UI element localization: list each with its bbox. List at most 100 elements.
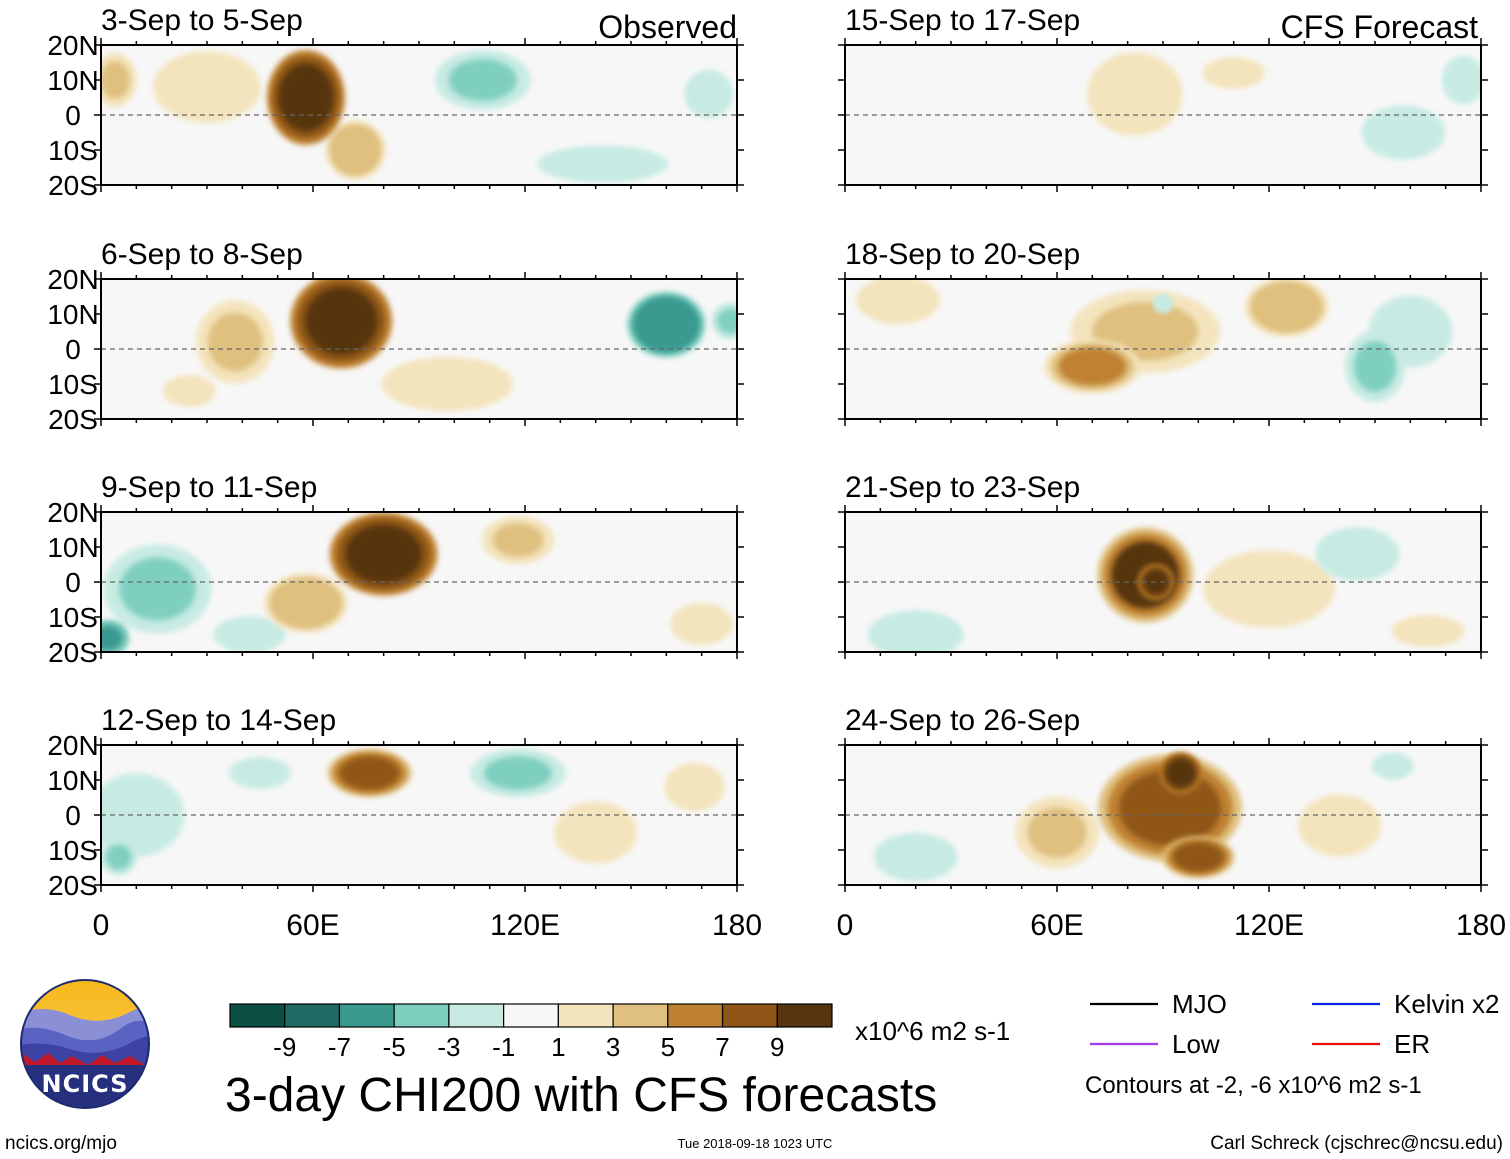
lat-tick-label: 20N (47, 730, 98, 761)
panel-2: 15-Sep to 17-Sep (838, 4, 1488, 192)
colorbar-swatch (284, 1003, 341, 1028)
anomaly-mark (339, 756, 400, 790)
anomaly-mark (1373, 113, 1433, 152)
anomaly-mark (1100, 64, 1169, 124)
anomaly-mark (484, 756, 552, 790)
anomaly-mark (881, 617, 950, 652)
lon-tick-label: 120E (490, 909, 560, 942)
anomaly-mark (1305, 800, 1374, 851)
lat-tick-label: 20N (47, 497, 98, 528)
lat-tick-label: 20N (47, 30, 98, 61)
anomaly-mark (1375, 755, 1410, 777)
colorbar: -9 -7 -5 -3 -1 1 3 5 7 9 (229, 1003, 833, 1062)
lon-tick-label: 180 (1456, 909, 1506, 942)
anomaly-mark (305, 287, 378, 355)
panel-title: 24-Sep to 26-Sep (845, 704, 1080, 737)
anomaly-mark (1327, 535, 1388, 573)
anomaly-mark (1172, 842, 1224, 872)
colorbar-label: 9 (770, 1032, 784, 1062)
legend-label: Low (1172, 1029, 1220, 1059)
lon-tick-label: 120E (1234, 909, 1304, 942)
anomaly-mark (101, 625, 123, 651)
contour-note: Contours at -2, -6 x10^6 m2 s-1 (1085, 1072, 1422, 1099)
anomaly-mark (234, 760, 286, 786)
colorbar-label: -7 (328, 1032, 351, 1062)
panel-title: 18-Sep to 20-Sep (845, 238, 1080, 271)
anomaly-mark (1208, 60, 1260, 86)
panel-title: 15-Sep to 17-Sep (845, 4, 1080, 37)
anomaly-mark (638, 301, 694, 348)
anomaly-mark (105, 844, 132, 870)
footer-author: Carl Schreck (cjschrec@ncsu.edu) (1210, 1133, 1503, 1154)
logo-text: NCICS (42, 1070, 129, 1098)
lat-tick-label: 10N (47, 765, 98, 796)
observed-label: Observed (598, 9, 737, 45)
legend-label: Kelvin x2 (1394, 989, 1500, 1019)
anomaly-mark (1119, 770, 1221, 846)
panel-6: 21-Sep to 23-Sep (838, 471, 1488, 659)
lon-tick-label: 0 (837, 909, 854, 942)
panel-8: 24-Sep to 26-Sep 0 60E 120E 180 (837, 704, 1506, 942)
lat-tick-label: 0 (65, 334, 81, 365)
lat-tick-label: 10S (48, 835, 98, 866)
colorbar-swatch (503, 1003, 559, 1028)
anomaly-mark (492, 523, 544, 557)
anomaly-mark (400, 365, 494, 403)
anomaly-mark (1027, 807, 1087, 858)
lon-tick-label: 60E (286, 909, 339, 942)
colorbar-swatch (338, 1003, 395, 1028)
lat-tick-label: 10N (47, 532, 98, 563)
chart-title: 3-day CHI200 with CFS forecasts (225, 1069, 937, 1122)
labels-layer: Observed CFS Forecast (598, 9, 1478, 45)
footer-timestamp: Tue 2018-09-18 1023 UTC (678, 1136, 833, 1151)
lat-tick-label: 20N (47, 264, 98, 295)
anomaly-mark (278, 63, 334, 132)
colorbar-swatch (448, 1003, 505, 1028)
anomaly-mark (334, 129, 377, 171)
footer-url[interactable]: ncics.org/mjo (5, 1133, 117, 1154)
lat-tick-label: 10S (48, 369, 98, 400)
anomaly-mark (207, 312, 263, 372)
panel-4: 18-Sep to 20-Sep (838, 238, 1488, 426)
lon-tick-label: 60E (1030, 909, 1083, 942)
colorbar-label: -3 (437, 1032, 460, 1062)
legend-label: ER (1394, 1029, 1430, 1059)
anomaly-mark (717, 308, 737, 334)
lon-tick-label: 0 (93, 909, 110, 942)
anomaly-mark (1222, 561, 1316, 617)
anomaly-mark (101, 61, 130, 99)
anomaly-mark (673, 770, 716, 804)
colorbar-swatch (557, 1003, 614, 1028)
units-label: x10^6 m2 s-1 (855, 1016, 1010, 1046)
lon-tick-label: 180 (712, 909, 762, 942)
colorbar-swatch (393, 1003, 450, 1028)
anomaly-mark (1353, 341, 1397, 392)
colorbar-swatch (229, 1003, 286, 1028)
colorbar-label: 3 (606, 1032, 620, 1062)
lat-tick-label: 20S (48, 170, 98, 201)
anomaly-mark (223, 621, 275, 648)
anomaly-mark (885, 840, 946, 874)
anomaly-mark (168, 61, 246, 113)
lat-tick-label: 0 (65, 800, 81, 831)
panel-5: 20N 10N 0 10S 20S 9-Sep to 11-Sep (47, 471, 744, 668)
ncics-logo: NCICS (20, 979, 150, 1109)
anomaly-mark (448, 59, 517, 101)
anomaly-mark (276, 582, 336, 624)
anomaly-mark (1165, 758, 1196, 788)
lat-tick-label: 10N (47, 65, 98, 96)
lat-tick-label: 0 (65, 567, 81, 598)
panel-1: 20N 10N 0 10S 20S 3-Sep to 5-Sep (47, 4, 744, 201)
anomaly-mark (1398, 618, 1458, 644)
lat-tick-label: 0 (65, 100, 81, 131)
anomaly-mark (1058, 347, 1127, 386)
anomaly-mark (102, 785, 171, 845)
lat-tick-label: 20S (48, 870, 98, 901)
anomaly-mark (1156, 297, 1170, 310)
forecast-label: CFS Forecast (1281, 9, 1478, 45)
panels-layer: 20N 10N 0 10S 20S 3-Sep to 5-Sep 15-Sep to 17-… (47, 4, 1506, 942)
lat-tick-label: 20S (48, 404, 98, 435)
colorbar-label: 1 (551, 1032, 565, 1062)
panel-title: 12-Sep to 14-Sep (101, 704, 336, 737)
